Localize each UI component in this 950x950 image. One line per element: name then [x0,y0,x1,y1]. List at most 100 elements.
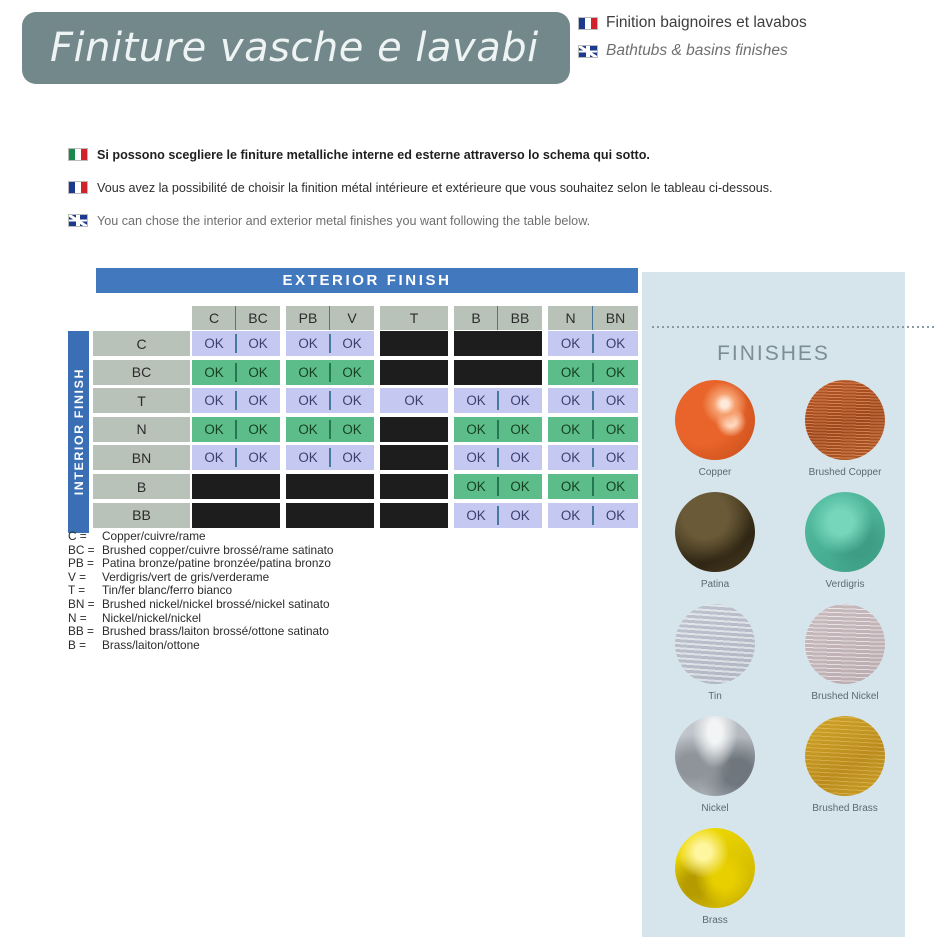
matrix-cell-bb-t [380,502,448,528]
matrix-cell-n-bc: OK [236,416,280,442]
matrix-cell-divider [235,419,237,439]
matrix-cell-c-bb [498,331,542,356]
finish-swatch-patina[interactable]: Patina [660,492,770,590]
matrix-cell-t-t: OK [380,388,448,414]
legend-key: N = [68,610,87,625]
uk-flag-icon [578,44,598,58]
legend-row: BN = Brushed nickel/nickel brossé/nickel … [68,596,498,612]
header-line-fr: Finition baignoires et lavabos [578,10,938,36]
matrix-cell-t-v: OK [330,388,374,414]
page-title-banner: Finiture vasche e lavabi [22,12,570,84]
tin-swatch [675,604,755,684]
matrix-cell-n-b: OK [454,416,498,442]
matrix-cell-divider [235,448,237,468]
matrix-cell-b-bb: OK [498,474,542,499]
finish-swatch-brass[interactable]: Brass [660,828,770,926]
finish-swatch-brushed-brass[interactable]: Brushed Brass [790,716,900,814]
matrix-col-header-bb: BB [498,306,542,330]
matrix-cell-bc-b [454,359,498,385]
abbreviation-legend: C = Copper/cuivre/rame BC = Brushed copper/… [68,529,498,652]
finish-swatch-label: Brushed Brass [812,803,878,814]
matrix-cell-bn-v: OK [330,445,374,471]
matrix-col-header-v: V [330,306,374,330]
matrix-cell-divider [235,391,237,411]
page-title: Finiture vasche e lavabi [50,25,539,71]
matrix-cell-n-pb: OK [286,416,330,442]
interior-finish-header-label: INTERIOR FINISH [71,368,86,496]
matrix-cell-divider [329,419,331,439]
matrix-row-header-n: N [93,416,190,442]
matrix-cell-bb-c [192,502,236,528]
legend-value: Brushed brass/laiton brossé/ottone satin… [102,624,329,639]
matrix-cell-b-bc [236,474,280,499]
matrix-col-header-pb: PB [286,306,330,330]
intro-text-fr: Vous avez la possibilité de choisir la f… [97,181,773,195]
legend-value: Brass/laiton/ottone [102,637,200,652]
matrix-row-header-bc: BC [93,359,190,385]
finish-swatch-nickel[interactable]: Nickel [660,716,770,814]
finishes-divider [652,326,937,328]
matrix-cell-bn-bn: OK [593,445,638,471]
matrix-cell-bc-n: OK [548,359,593,385]
matrix-col-header-n: N [548,306,593,330]
patina-swatch [675,492,755,572]
matrix-cell-t-bc: OK [236,388,280,414]
matrix-cell-divider [235,362,237,382]
matrix-cell-b-b: OK [454,474,498,499]
matrix-col-header-t: T [380,306,448,330]
matrix-cell-c-bc: OK [236,331,280,356]
matrix-cell-bb-b: OK [454,502,498,528]
matrix-cell-t-bb: OK [498,388,542,414]
header-language-lines: Finition baignoires et lavabos Bathtubs … [578,10,938,66]
matrix-cell-divider [592,391,594,411]
intro-row-fr: Vous avez la possibilité de choisir la f… [68,181,878,195]
finish-swatch-label: Brushed Copper [808,467,882,478]
finish-swatch-brushed-nickel[interactable]: Brushed Nickel [790,604,900,702]
finish-swatch-brushed-copper[interactable]: Brushed Copper [790,380,900,478]
fr-flag-icon [578,16,598,30]
matrix-cell-t-b: OK [454,388,498,414]
matrix-cell-divider [497,448,499,468]
legend-value: Copper/cuivre/rame [102,529,206,543]
matrix-cell-bc-v: OK [330,359,374,385]
intro-text-it: Si possono scegliere le finiture metalli… [97,148,650,162]
matrix-cell-bc-c: OK [192,359,236,385]
matrix-cell-n-n: OK [548,416,593,442]
finish-swatch-copper[interactable]: Copper [660,380,770,478]
legend-value: Brushed copper/cuivre brossé/rame satina… [102,542,334,557]
matrix-cell-b-bn: OK [593,474,638,499]
matrix-cell-n-c: OK [192,416,236,442]
matrix-cell-divider [497,505,499,525]
matrix-cell-bb-pb [286,502,330,528]
legend-key: BB = [68,624,94,639]
matrix-cell-divider [329,362,331,382]
legend-row: N = Nickel/nickel/nickel [68,610,498,626]
matrix-cell-bb-bb: OK [498,502,542,528]
matrix-col-header-bn: BN [593,306,638,330]
legend-key: V = [68,569,87,584]
matrix-cell-bb-n: OK [548,502,593,528]
it-flag-icon [68,148,88,161]
matrix-cell-bc-bn: OK [593,359,638,385]
matrix-cell-divider [329,391,331,411]
finishes-title: FINISHES [717,342,830,365]
matrix-cell-c-v: OK [330,331,374,356]
legend-key: BC = [68,542,95,557]
finish-swatch-tin[interactable]: Tin [660,604,770,702]
matrix-cell-bc-bb [498,359,542,385]
uk-flag-icon [68,214,88,227]
matrix-cell-t-bn: OK [593,388,638,414]
verdigris-swatch [805,492,885,572]
intro-block: Si possono scegliere le finiture metalli… [68,148,878,247]
nickel-swatch [675,716,755,796]
matrix-cell-t-pb: OK [286,388,330,414]
matrix-cell-bc-bc: OK [236,359,280,385]
matrix-cell-b-v [330,474,374,499]
matrix-cell-c-pb: OK [286,331,330,356]
matrix-cell-bc-pb: OK [286,359,330,385]
matrix-cell-c-b [454,331,498,356]
finish-swatch-verdigris[interactable]: Verdigris [790,492,900,590]
matrix-cell-divider [497,419,499,439]
finish-swatch-label: Brushed Nickel [811,691,879,702]
legend-key: BN = [68,596,95,611]
